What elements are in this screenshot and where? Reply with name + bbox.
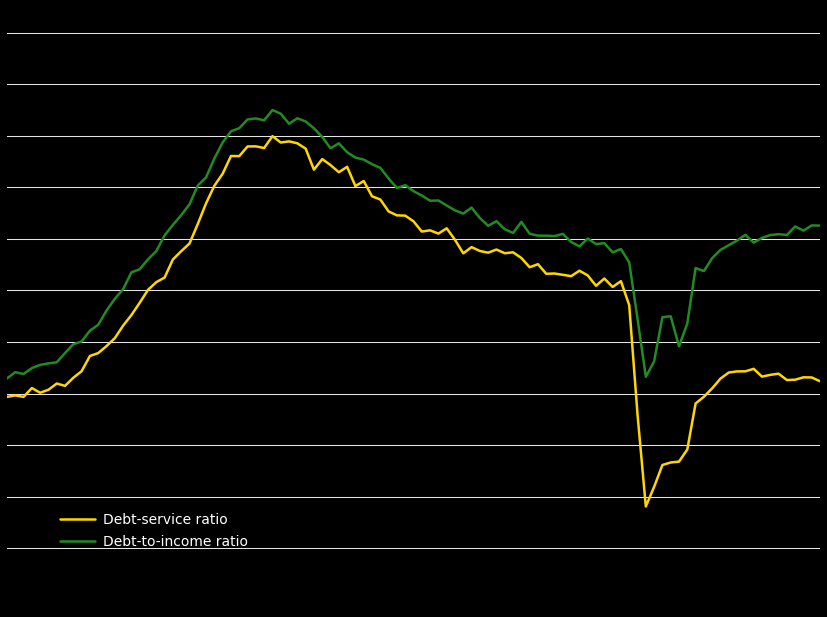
- Debt-to-income ratio: [649, 358, 659, 365]
- Line: Debt-to-income ratio: Debt-to-income ratio: [7, 110, 820, 378]
- Debt-to-income ratio: [218, 139, 227, 146]
- Debt-service ratio: [267, 133, 277, 140]
- Debt-service ratio: [2, 393, 12, 400]
- Debt-service ratio: [815, 378, 825, 385]
- Debt-to-income ratio: [417, 192, 427, 199]
- Debt-service ratio: [218, 170, 227, 178]
- Debt-service ratio: [417, 228, 427, 235]
- Debt-to-income ratio: [815, 222, 825, 230]
- Debt-to-income ratio: [442, 202, 452, 209]
- Debt-to-income ratio: [193, 182, 203, 189]
- Debt-service ratio: [251, 143, 261, 150]
- Debt-to-income ratio: [251, 115, 261, 122]
- Debt-to-income ratio: [2, 375, 12, 382]
- Debt-service ratio: [641, 503, 651, 510]
- Line: Debt-service ratio: Debt-service ratio: [7, 136, 820, 507]
- Debt-service ratio: [657, 462, 667, 469]
- Debt-to-income ratio: [267, 106, 277, 114]
- Debt-service ratio: [193, 220, 203, 228]
- Debt-service ratio: [442, 225, 452, 232]
- Legend: Debt-service ratio, Debt-to-income ratio: Debt-service ratio, Debt-to-income ratio: [55, 507, 254, 555]
